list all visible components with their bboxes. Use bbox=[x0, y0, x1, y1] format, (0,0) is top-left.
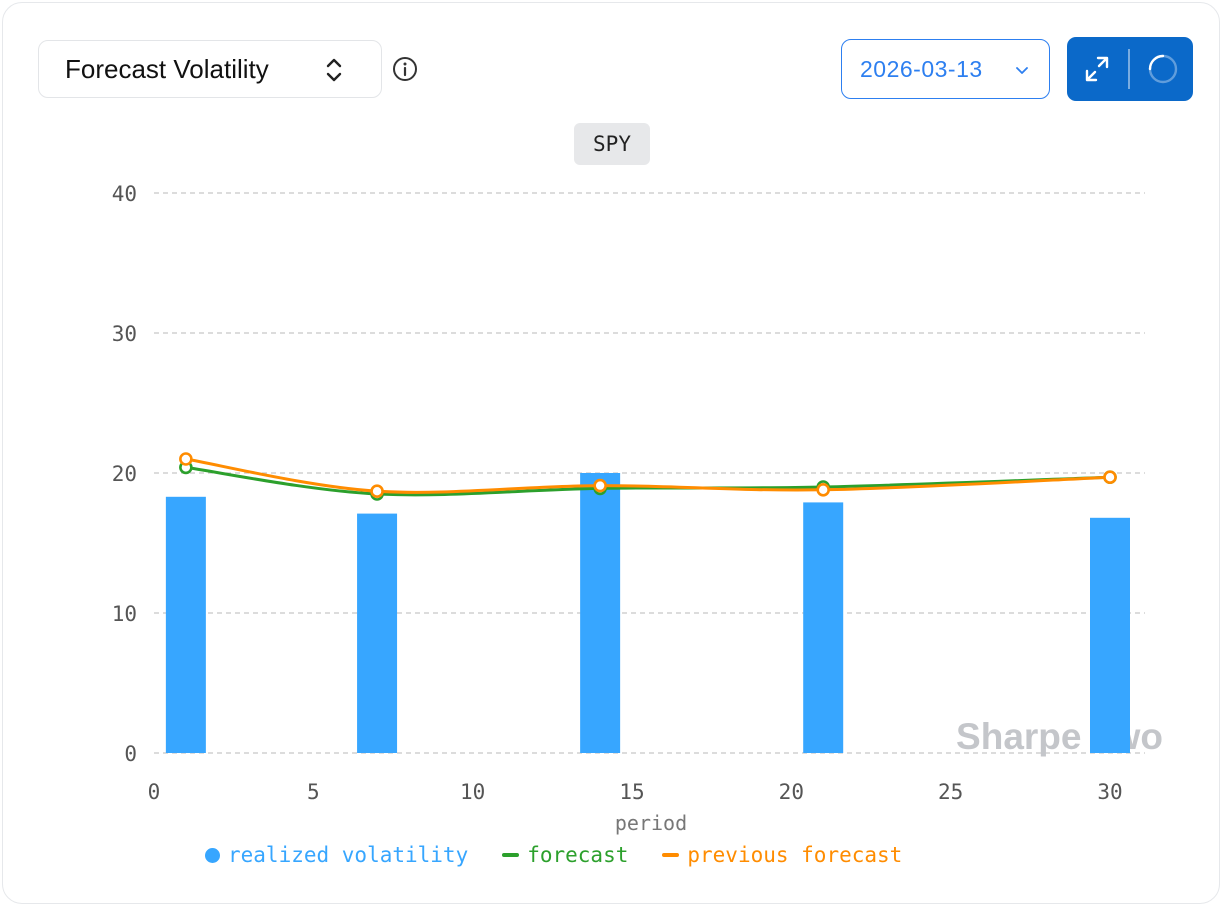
metric-selector-label: Forecast Volatility bbox=[65, 53, 269, 84]
point-previous-forecast[interactable] bbox=[370, 484, 384, 499]
x-tick-label: 10 bbox=[460, 780, 485, 804]
legend-item-previous-forecast[interactable]: previous forecast bbox=[662, 843, 902, 867]
x-tick-label: 25 bbox=[938, 780, 963, 804]
legend-swatch bbox=[502, 853, 520, 857]
series-line-previous-forecast bbox=[185, 457, 1111, 494]
bar-realized-volatility[interactable] bbox=[165, 496, 206, 753]
y-tick-label: 20 bbox=[112, 462, 137, 486]
chart-legend: realized volatility forecast previous fore… bbox=[205, 840, 936, 870]
point-previous-forecast[interactable] bbox=[816, 482, 831, 497]
expand-arrows-icon[interactable] bbox=[1067, 37, 1127, 101]
date-value: 2026-03-13 bbox=[860, 55, 983, 82]
bar-realized-volatility[interactable] bbox=[580, 473, 621, 753]
chart-title: SPY bbox=[574, 123, 650, 165]
x-axis-label: period bbox=[615, 811, 687, 835]
chevron-down-icon bbox=[1015, 63, 1029, 81]
metric-selector[interactable]: Forecast Volatility bbox=[38, 40, 382, 98]
x-tick-label: 30 bbox=[1097, 780, 1122, 804]
bar-realized-volatility[interactable] bbox=[1090, 517, 1130, 753]
x-tick-label: 15 bbox=[619, 780, 644, 804]
legend-label: forecast bbox=[527, 843, 629, 867]
actions-divider bbox=[1128, 49, 1130, 89]
x-tick-label: 5 bbox=[307, 780, 320, 804]
chart-actions bbox=[1067, 37, 1193, 101]
point-previous-forecast[interactable] bbox=[1103, 470, 1117, 485]
y-tick-label: 0 bbox=[124, 742, 137, 766]
info-circle-icon[interactable] bbox=[392, 56, 418, 87]
legend-swatch bbox=[205, 847, 220, 863]
y-tick-label: 40 bbox=[112, 182, 137, 206]
y-tick-label: 10 bbox=[112, 602, 137, 626]
point-previous-forecast[interactable] bbox=[179, 452, 193, 466]
bar-realized-volatility[interactable] bbox=[357, 513, 398, 753]
legend-swatch bbox=[662, 853, 680, 857]
x-tick-label: 20 bbox=[779, 780, 804, 804]
bar-realized-volatility[interactable] bbox=[803, 502, 844, 753]
series-line-forecast bbox=[185, 465, 1111, 497]
point-previous-forecast[interactable] bbox=[593, 478, 607, 493]
legend-label: previous forecast bbox=[687, 843, 903, 867]
date-picker-button[interactable]: 2026-03-13 bbox=[841, 39, 1050, 99]
watermark: Sharpe Two bbox=[956, 716, 1163, 757]
legend-label: realized volatility bbox=[228, 843, 469, 867]
x-tick-label: 0 bbox=[148, 780, 161, 804]
legend-item-forecast[interactable]: forecast bbox=[502, 843, 628, 867]
y-tick-label: 30 bbox=[112, 322, 137, 346]
chevron-up-down-icon bbox=[325, 57, 343, 88]
loading-spinner-icon[interactable] bbox=[1131, 37, 1193, 101]
legend-item-realized-volatility[interactable]: realized volatility bbox=[205, 843, 468, 867]
